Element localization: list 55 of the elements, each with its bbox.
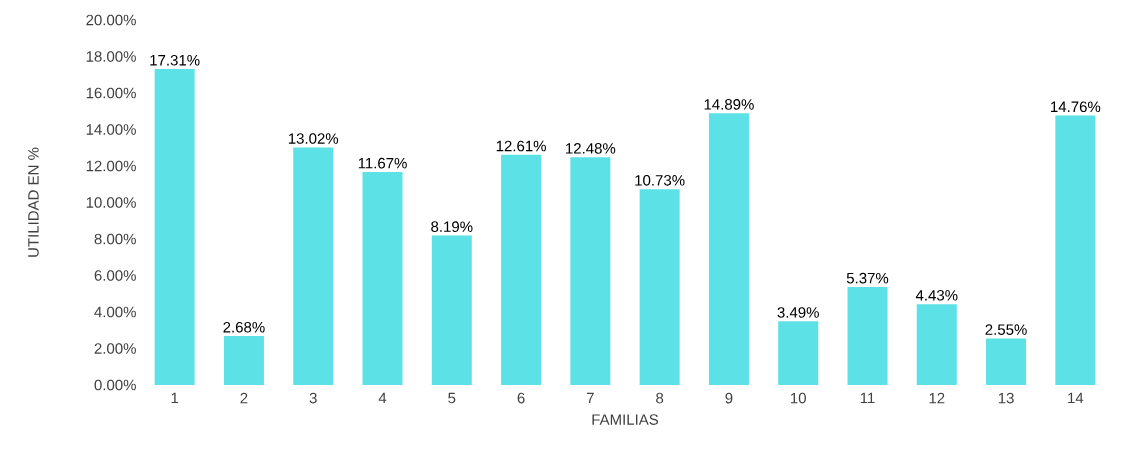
x-tick-label: 3 [309,392,317,404]
x-tick-label: 8 [656,392,664,404]
x-tick-label: 5 [448,392,456,404]
y-tick-label: 2.00% [94,343,136,354]
data-label: 8.19% [431,221,473,232]
y-tick-label: 18.00% [86,51,136,62]
bar [223,336,264,385]
x-tick-label: 6 [517,392,525,404]
data-label: 5.37% [846,272,889,284]
bar [847,286,888,385]
data-label: 12.48% [566,143,616,154]
bar [708,113,749,385]
data-label: 2.68% [223,321,265,333]
y-tick-label: 4.00% [94,306,136,318]
x-tick-label: 10 [791,392,806,404]
y-tick-label: 0.00% [94,379,136,391]
y-tick-label: 12.00% [86,160,136,172]
bar [431,235,472,385]
x-tick-label: 1 [171,392,179,404]
bar [570,157,611,385]
y-tick-label: 8.00% [94,233,136,245]
y-tick-label: 20.00% [86,14,136,26]
data-label: 13.02% [288,133,339,144]
data-label: 11.67% [358,157,407,169]
x-tick-label: 14 [1068,392,1084,404]
x-tick-label: 9 [725,392,733,404]
y-axis-title: UTILIDAD EN % [28,147,39,257]
y-tick-label: 14.00% [86,124,136,135]
bar [293,147,334,385]
x-tick-label: 4 [378,392,387,404]
data-label: 3.49% [777,307,819,318]
bar [639,189,680,385]
data-label: 2.55% [985,324,1027,335]
y-tick-label: 16.00% [86,87,136,99]
data-label: 4.43% [915,289,958,301]
bar [362,172,403,385]
x-tick-label: 7 [586,392,594,404]
x-tick-label: 11 [860,392,875,404]
data-label: 17.31% [150,54,200,66]
bar [778,321,819,385]
bar [501,154,542,385]
x-tick-label: 13 [998,392,1014,404]
y-tick-label: 6.00% [94,270,136,281]
y-tick-label: 10.00% [86,197,136,208]
x-tick-label: 12 [929,392,945,404]
bar [1055,115,1096,385]
x-tick-label: 2 [240,392,248,404]
data-label: 14.76% [1051,101,1101,113]
bar [916,304,957,385]
bar [986,338,1027,385]
x-axis-title: FAMILIAS [592,414,659,425]
data-label: 14.89% [704,99,754,110]
data-label: 12.61% [496,140,546,152]
bar [154,69,195,385]
data-label: 10.73% [635,175,685,186]
